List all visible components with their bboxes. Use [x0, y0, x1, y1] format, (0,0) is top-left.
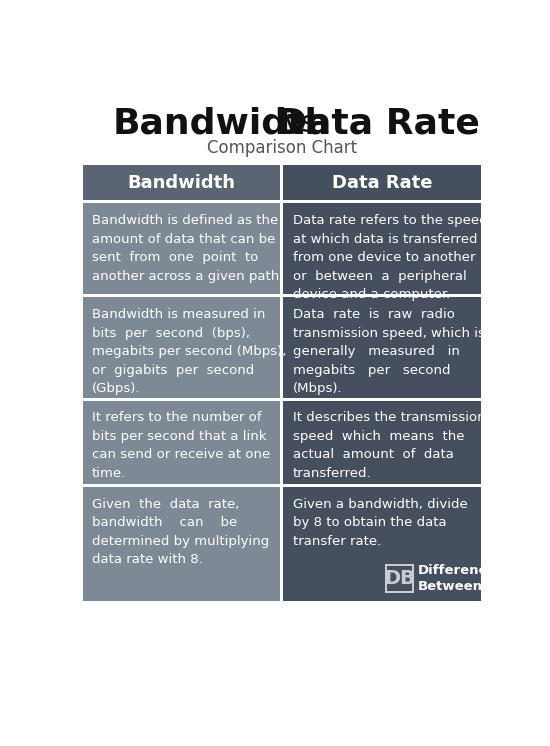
Text: Data Rate: Data Rate — [277, 107, 480, 140]
Text: Bandwidth is measured in
bits  per  second  (bps),
megabits per second (Mbps),
o: Bandwidth is measured in bits per second… — [92, 308, 287, 395]
Bar — [387, 566, 412, 591]
Text: Bandwidth: Bandwidth — [112, 107, 331, 140]
Text: DB: DB — [384, 569, 415, 588]
Bar — [82, 165, 280, 201]
Text: Given  the  data  rate,
bandwidth    can    be
determined by multiplying
data ra: Given the data rate, bandwidth can be de… — [92, 498, 270, 566]
Text: Data rate refers to the speed
at which data is transferred
from one device to an: Data rate refers to the speed at which d… — [293, 214, 487, 301]
Bar — [82, 401, 280, 483]
Bar — [82, 204, 280, 295]
Text: It describes the transmission
speed  which  means  the
actual  amount  of  data
: It describes the transmission speed whic… — [293, 411, 485, 480]
Bar — [283, 165, 481, 201]
Text: It refers to the number of
bits per second that a link
can send or receive at on: It refers to the number of bits per seco… — [92, 411, 270, 480]
Text: Data  rate  is  raw  radio
transmission speed, which is
generally   measured   i: Data rate is raw radio transmission spee… — [293, 308, 485, 395]
Bar — [283, 298, 481, 398]
Text: Bandwidth is defined as the
amount of data that can be
sent  from  one  point  t: Bandwidth is defined as the amount of da… — [92, 214, 283, 283]
Text: Bandwidth: Bandwidth — [128, 174, 235, 192]
Text: Difference
Between.net: Difference Between.net — [417, 564, 512, 593]
Text: Comparison Chart: Comparison Chart — [207, 139, 357, 157]
Bar — [82, 487, 280, 601]
Bar — [283, 204, 481, 295]
Text: Given a bandwidth, divide
by 8 to obtain the data
transfer rate.: Given a bandwidth, divide by 8 to obtain… — [293, 498, 468, 548]
Bar — [82, 298, 280, 398]
Bar — [283, 487, 481, 601]
Bar — [283, 401, 481, 483]
Text: Data Rate: Data Rate — [332, 174, 432, 192]
Text: vs: vs — [283, 109, 317, 138]
Bar — [385, 564, 414, 593]
